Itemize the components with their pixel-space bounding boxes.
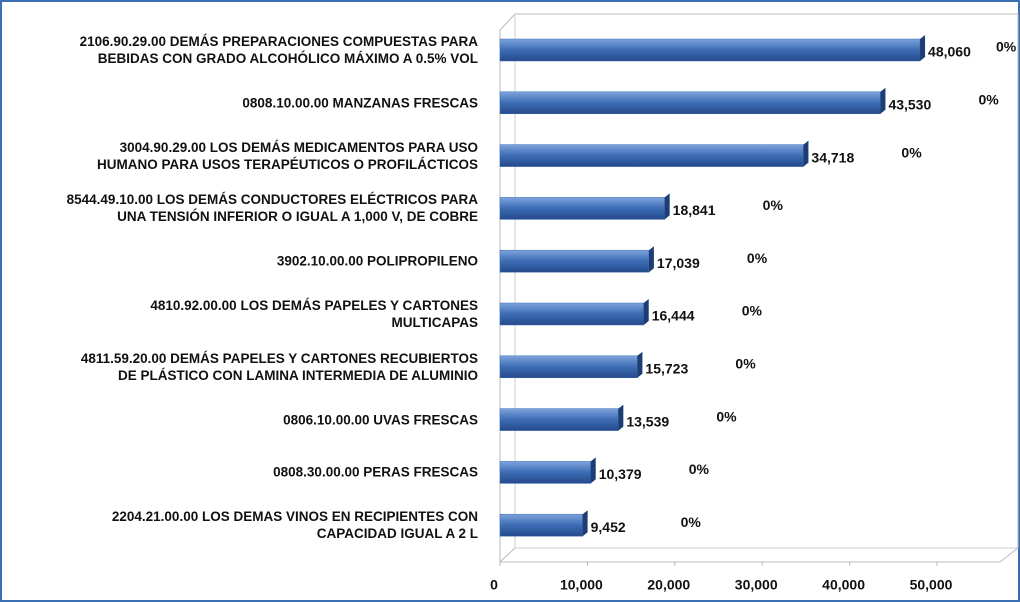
frame-edge [499,547,516,563]
x-tick-label: 30,000 [735,577,778,593]
value-label: 17,039 [657,255,700,271]
value-label: 9,452 [591,519,626,535]
annotation: 0% [978,92,999,108]
category-label: 0808.30.00.00 PERAS FRESCAS [273,464,478,480]
bar-side [880,87,886,114]
category-label: 8544.49.10.00 LOS DEMÁS CONDUCTORES ELÉC… [66,192,478,225]
bar-side [637,351,643,378]
annotation: 0% [735,356,756,372]
annotation: 0% [716,408,737,424]
bar [499,461,591,484]
bar [499,91,881,115]
bar [499,197,665,220]
value-label: 34,718 [811,149,854,165]
x-tick-label: 10,000 [560,577,603,593]
value-label: 18,841 [673,202,716,218]
annotation: 0% [689,461,710,477]
bar-side [664,193,670,220]
bar [499,408,619,431]
value-label: 10,379 [599,466,642,482]
bar-side [648,246,654,273]
bar-side [582,510,588,537]
bar-side [803,140,809,167]
bar [499,249,650,273]
x-tick-label: 0 [490,577,498,593]
bar [499,38,921,62]
annotation: 0% [747,250,768,266]
annotation: 0% [681,514,702,530]
value-label: 43,530 [888,97,931,113]
category-label: 2106.90.29.00 DEMÁS PREPARACIONES COMPUE… [79,34,478,66]
annotation: 0% [763,197,784,213]
x-tick-label: 20,000 [647,577,690,593]
annotation: 0% [742,303,763,319]
value-label: 16,444 [652,308,695,324]
bar [499,513,583,537]
value-label: 15,723 [645,361,688,377]
bar-side [643,299,649,325]
category-label: 0806.10.00.00 UVAS FRESCAS [283,412,478,428]
category-label: 3902.10.00.00 POLIPROPILENO [276,253,478,269]
category-label: 0808.10.00.00 MANZANAS FRESCAS [242,95,478,111]
category-label: 3004.90.29.00 LOS DEMÁS MEDICAMENTOS PAR… [96,139,478,172]
bar [499,302,644,326]
bar-side [590,457,596,484]
category-label: 4810.92.00.00 LOS DEMÁS PAPELES Y CARTON… [150,298,478,330]
bar-side [618,404,624,431]
x-tick-label: 50,000 [910,577,953,593]
bar [499,144,804,167]
bar [499,355,638,379]
value-label: 13,539 [626,413,669,429]
value-label: 48,060 [928,44,971,60]
bar-side [920,35,926,61]
annotation: 0% [996,39,1017,55]
annotation: 0% [901,144,922,160]
x-tick-label: 40,000 [822,577,865,593]
category-label: 2204.21.00.00 LOS DEMAS VINOS EN RECIPIE… [111,509,478,542]
category-label: 4811.59.20.00 DEMÁS PAPELES Y CARTONES R… [80,350,478,383]
